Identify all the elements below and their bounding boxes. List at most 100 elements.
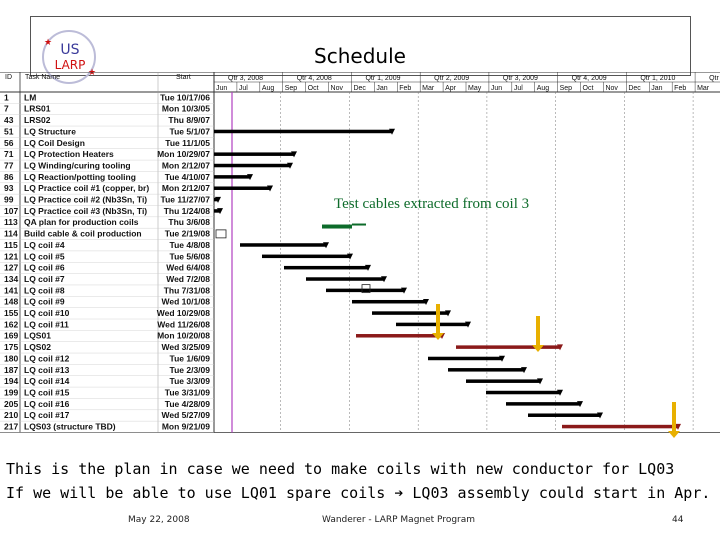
- milestone-marker: [287, 162, 293, 169]
- task-start: Tue 5/1/07: [170, 126, 211, 136]
- annotation-bar: [352, 223, 366, 226]
- milestone-marker: [215, 196, 221, 203]
- task-id: 217: [4, 422, 18, 432]
- task-start: Tue 2/19/08: [165, 229, 210, 239]
- footer-author: Wanderer - LARP Magnet Program: [322, 515, 476, 525]
- milestone-marker: [557, 344, 563, 351]
- task-name: LM: [24, 92, 36, 102]
- task-name: LQS03 (structure TBD): [24, 422, 116, 432]
- quarter-label: Qtr 4, 2009: [572, 75, 607, 82]
- month-label: Aug: [262, 85, 275, 92]
- task-name: LQS01: [24, 331, 51, 341]
- task-start: Mon 2/12/07: [162, 160, 210, 170]
- task-start: Wed 3/25/09: [161, 342, 210, 352]
- task-start: Tue 2/3/09: [170, 365, 211, 375]
- logo-ring: [42, 30, 96, 84]
- task-id: 205: [4, 399, 18, 409]
- annotation-bar: [322, 224, 352, 229]
- task-name: LRS01: [24, 104, 51, 114]
- down-arrow-icon: [668, 431, 680, 438]
- task-id: 7: [4, 104, 9, 114]
- task-name: LQ coil #15: [24, 387, 70, 397]
- milestone-marker: [217, 208, 223, 215]
- logo-text-us: US: [60, 42, 80, 58]
- down-arrow-icon: [432, 333, 444, 340]
- milestone-marker: [597, 412, 603, 419]
- month-label: Jan: [651, 85, 662, 92]
- gantt-bar: [356, 334, 442, 338]
- footer-page-number: 44: [672, 515, 684, 525]
- task-name: LQ Practice coil #2 (Nb3Sn, Ti): [24, 195, 147, 205]
- task-start: Wed 10/29/08: [157, 308, 211, 318]
- month-label: Jan: [376, 85, 387, 92]
- task-id: 148: [4, 297, 18, 307]
- task-start: Thu 7/31/08: [164, 285, 211, 295]
- down-arrow-icon: [532, 345, 544, 352]
- task-id: 194: [4, 376, 18, 386]
- task-id: 199: [4, 387, 18, 397]
- month-label: Jul: [239, 85, 248, 92]
- task-id: 114: [4, 229, 18, 239]
- task-id: 134: [4, 274, 18, 284]
- month-label: Dec: [353, 85, 366, 92]
- month-label: Jul: [514, 85, 523, 92]
- task-name: LQ Practice coil #1 (copper, br): [24, 183, 149, 193]
- task-name: LQ Reaction/potting tooling: [24, 172, 136, 182]
- month-label: Dec: [628, 85, 641, 92]
- gantt-bar: [214, 163, 290, 168]
- task-start: Tue 4/10/07: [165, 172, 210, 182]
- month-label: Sep: [560, 85, 573, 92]
- task-id: 127: [4, 263, 18, 273]
- task-id: 86: [4, 172, 14, 182]
- gantt-bar: [306, 277, 384, 281]
- month-label: Aug: [537, 85, 550, 92]
- milestone-marker: [465, 321, 471, 328]
- task-start: Tue 11/27/07: [161, 195, 211, 205]
- task-start: Tue 3/31/09: [165, 387, 210, 397]
- task-start: Tue 3/3/09: [170, 376, 211, 386]
- task-name: LQ Winding/curing tooling: [24, 160, 131, 170]
- slide-title-frame: [30, 16, 691, 76]
- task-id: 56: [4, 138, 14, 148]
- col-header-id: ID: [5, 74, 12, 81]
- gantt-bars: [214, 128, 681, 438]
- task-name: LQ coil #4: [24, 240, 65, 250]
- task-start: Mon 10/20/08: [157, 331, 210, 341]
- gantt-bar: [466, 379, 540, 383]
- milestone-marker: [347, 253, 353, 260]
- logo-text-larp: LARP: [54, 58, 86, 72]
- connector-box: [361, 284, 371, 294]
- task-id: 51: [4, 126, 14, 136]
- task-id: 71: [4, 149, 14, 159]
- task-start: Mon 2/12/07: [162, 183, 210, 193]
- task-id: 43: [4, 115, 14, 125]
- task-start: Tue 11/1/05: [165, 138, 210, 148]
- milestone-marker: [577, 401, 583, 408]
- gantt-bar: [214, 186, 270, 190]
- gantt-chart: ID Task Name Start Jun Jul Aug Sep Oct Nov Dec Jan…: [0, 72, 720, 438]
- gantt-bar: [240, 243, 326, 247]
- task-start: Thu 3/6/08: [168, 217, 210, 227]
- down-arrow-icon: [536, 316, 540, 346]
- task-name: LQ coil #9: [24, 297, 65, 307]
- slide-title: Schedule: [314, 44, 406, 68]
- footer-date: May 22, 2008: [128, 515, 190, 525]
- month-label: Apr: [445, 85, 457, 92]
- gantt-bar: [214, 152, 294, 156]
- month-label: Nov: [605, 85, 618, 92]
- note-line-2: If we will be able to use LQ01 spare coi…: [6, 484, 720, 502]
- month-label: Mar: [422, 85, 435, 92]
- month-label: Oct: [308, 85, 319, 92]
- task-id: 187: [4, 365, 18, 375]
- month-label: Jun: [216, 85, 227, 92]
- task-name: LRS02: [24, 115, 51, 125]
- task-name: LQS02: [24, 342, 51, 352]
- task-id: 1: [4, 92, 9, 102]
- milestone-marker: [267, 185, 273, 192]
- task-name: LQ coil #17: [24, 410, 70, 420]
- gantt-bar: [214, 129, 392, 134]
- task-start: Wed 7/2/08: [166, 274, 210, 284]
- col-header-start: Start: [176, 74, 191, 81]
- gantt-bar: [352, 299, 426, 304]
- quarter-label: Qtr 1, 2010: [640, 75, 675, 82]
